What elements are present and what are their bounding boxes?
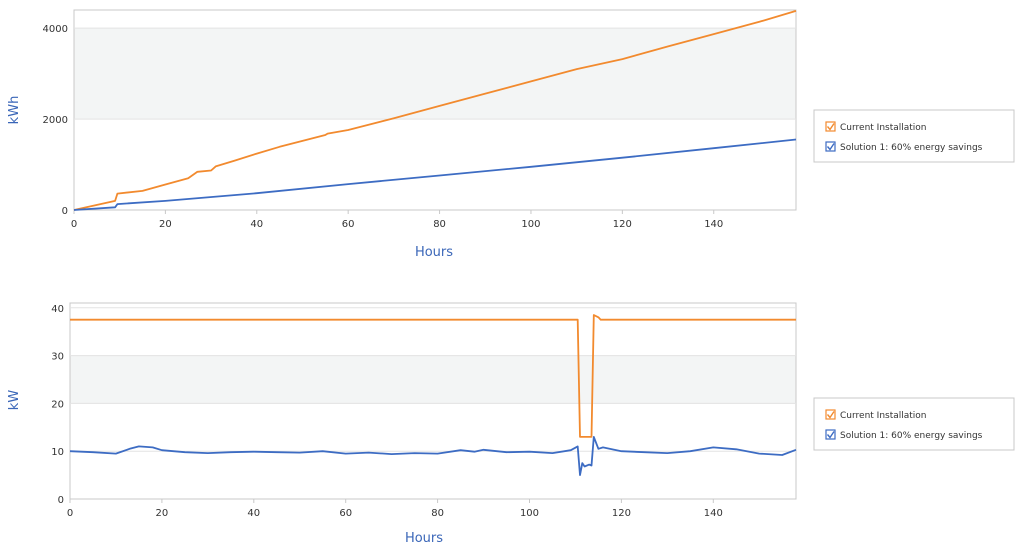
y-tick-label: 20 <box>51 399 64 410</box>
checkbox-icon[interactable] <box>825 429 836 440</box>
x-tick-label: 40 <box>247 508 260 519</box>
series-line-solution-1 <box>69 435 797 477</box>
power-chart: 0 10 20 30 40 0 20 40 60 80 100 120 140 kW Hours Cu… <box>7 302 1015 546</box>
legend-entry-solution[interactable]: Solution 1: 60% energy savings <box>825 429 983 441</box>
legend-box <box>813 109 1015 163</box>
x-tick-labels: 0 20 40 60 80 100 120 140 <box>67 508 723 519</box>
y-tick-label: 2000 <box>43 115 68 126</box>
x-tick-label: 100 <box>520 508 539 519</box>
series-line-solution-1 <box>73 138 797 211</box>
legend-label-current: Current Installation <box>840 411 927 421</box>
legend-label-solution: Solution 1: 60% energy savings <box>840 143 983 153</box>
y-axis-label: kWh <box>7 96 22 125</box>
x-tick-label: 60 <box>339 508 352 519</box>
banded-row <box>74 28 796 120</box>
legend-label-solution: Solution 1: 60% energy savings <box>840 431 983 441</box>
checkbox-icon[interactable] <box>825 121 836 132</box>
series-lines <box>69 314 797 477</box>
legend-entry-solution[interactable]: Solution 1: 60% energy savings <box>825 141 983 153</box>
checkbox-icon[interactable] <box>825 141 836 152</box>
x-tick-label: 80 <box>433 219 446 230</box>
x-tick-label: 0 <box>71 219 77 230</box>
band-rect <box>70 355 796 404</box>
legend-entry-current[interactable]: Current Installation <box>825 121 927 133</box>
y-tick-label: 0 <box>58 495 64 506</box>
y-tick-label: 10 <box>51 447 64 458</box>
x-tick-label: 20 <box>156 508 169 519</box>
y-axis-label: kW <box>7 390 22 411</box>
y-tick-label: 30 <box>51 352 64 363</box>
x-tick-labels: 0 20 40 60 80 100 120 140 <box>71 219 723 230</box>
series-line-current-installation <box>73 10 797 211</box>
x-tick-label: 60 <box>342 219 355 230</box>
series-lines <box>73 10 797 211</box>
checkmark-icon <box>826 143 835 151</box>
legend: Current Installation Solution 1: 60% ene… <box>813 109 1015 163</box>
x-tick-label: 100 <box>521 219 540 230</box>
x-tick-label: 120 <box>613 219 632 230</box>
x-tick-label: 80 <box>431 508 444 519</box>
legend-box <box>813 397 1015 451</box>
x-tick-label: 140 <box>704 508 723 519</box>
checkmark-icon <box>826 123 835 131</box>
legend-label-current: Current Installation <box>840 123 927 133</box>
checkmark-icon <box>826 411 835 419</box>
energy-chart: 0 2000 4000 0 20 40 60 80 100 120 140 kWh Hours C… <box>7 9 1015 260</box>
checkbox-icon[interactable] <box>825 409 836 420</box>
x-tick-label: 20 <box>159 219 172 230</box>
gridlines <box>69 307 796 503</box>
gridlines <box>73 27 796 214</box>
y-tick-labels: 0 10 20 30 40 <box>51 304 64 506</box>
legend-entry-current[interactable]: Current Installation <box>825 409 927 421</box>
y-tick-label: 0 <box>62 206 68 217</box>
band-rect <box>74 28 796 120</box>
x-axis-label: Hours <box>415 245 453 260</box>
x-tick-label: 120 <box>612 508 631 519</box>
x-tick-label: 40 <box>250 219 263 230</box>
x-tick-label: 140 <box>704 219 723 230</box>
x-axis-label: Hours <box>405 531 443 546</box>
y-tick-labels: 0 2000 4000 <box>43 24 68 217</box>
y-tick-label: 40 <box>51 304 64 315</box>
x-tick-label: 0 <box>67 508 73 519</box>
series-line-current-installation <box>70 314 796 438</box>
checkmark-icon <box>826 431 835 439</box>
legend: Current Installation Solution 1: 60% ene… <box>813 397 1015 451</box>
banded-row <box>70 355 796 404</box>
y-tick-label: 4000 <box>43 24 68 35</box>
